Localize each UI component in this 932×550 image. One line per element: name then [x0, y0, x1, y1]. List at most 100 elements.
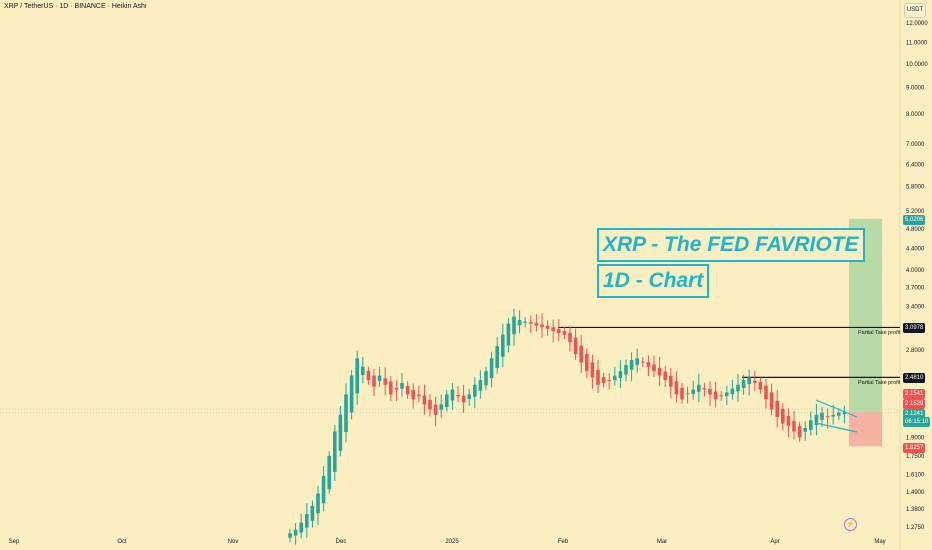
y-tick-label: 11.0000: [906, 41, 928, 47]
x-tick-label: Feb: [558, 539, 569, 545]
x-tick-label: 2025: [445, 539, 459, 545]
candle-body: [310, 505, 315, 521]
candle-body: [697, 384, 701, 392]
tp1-price-tag: 3.0978: [903, 323, 926, 333]
wedge-lower-line: [815, 422, 858, 433]
candle-body: [652, 364, 656, 372]
candle-body: [579, 345, 583, 363]
y-tick-label: 9.0000: [906, 86, 925, 92]
candle-body: [439, 404, 443, 410]
target-price-tag: 5.0206: [903, 215, 926, 225]
candle-body: [702, 388, 707, 390]
candle-body: [786, 416, 791, 426]
candle-body: [792, 420, 796, 432]
y-tick-label: 12.0000: [906, 21, 928, 27]
candle-body: [613, 375, 617, 381]
candle-body: [685, 393, 690, 395]
y-tick-label: 4.8000: [906, 227, 925, 233]
stop-price-tag: 1.8257: [903, 443, 926, 453]
candle-body: [417, 394, 421, 397]
candle-body: [730, 388, 735, 395]
candle-body: [753, 380, 757, 383]
symbol-title[interactable]: XRP / TetherUS · 1D · BINANCE · Heikin A…: [4, 3, 147, 10]
candle-body: [562, 331, 567, 335]
tp2-label: Partial Take profit: [858, 380, 901, 386]
candle-body: [495, 346, 499, 369]
red-mid-tag: 2.1529: [903, 399, 926, 409]
candle-body: [411, 390, 415, 400]
candle-body: [523, 321, 527, 323]
title-annotation[interactable]: XRP - The FED FAVRIOTE: [597, 228, 865, 262]
current-price-tag: 2.1241: [903, 409, 926, 419]
candle-body: [394, 387, 399, 390]
y-tick-label: 8.0000: [906, 112, 925, 118]
candle-body: [288, 533, 292, 538]
subtitle-annotation[interactable]: 1D - Chart: [597, 264, 710, 298]
candle-body: [573, 337, 578, 355]
candle-body: [293, 529, 298, 536]
candle-body: [669, 375, 673, 387]
candle-body: [450, 389, 455, 401]
candle-body: [361, 366, 365, 376]
candle-body: [349, 375, 354, 413]
candle-body: [781, 408, 785, 424]
candle-body: [607, 380, 611, 382]
candle-body: [473, 384, 477, 397]
candle-body: [383, 378, 387, 385]
candle-body: [691, 389, 695, 394]
candle-body: [747, 377, 751, 385]
tp2-price-tag: 2.4810: [903, 373, 926, 383]
red-high-tag: 2.1541: [903, 389, 926, 399]
y-tick-label: 1.9000: [906, 435, 925, 441]
candle-body: [624, 365, 628, 375]
candle-body: [316, 493, 320, 514]
candle-body: [775, 400, 779, 417]
candle-body: [389, 381, 393, 395]
candle-body: [657, 367, 662, 376]
current-timer-tag: 06:15:10: [903, 417, 931, 427]
candle-body: [512, 316, 516, 335]
candle-body: [467, 394, 471, 399]
bolt-icon[interactable]: ⚡: [844, 518, 857, 531]
y-tick-label: 1.6100: [906, 473, 925, 479]
candle-body: [568, 332, 572, 343]
x-tick-label: Oct: [117, 539, 127, 545]
candle-body: [825, 416, 830, 418]
y-tick-label: 7.0000: [906, 142, 925, 148]
candle-body: [400, 382, 404, 389]
candle-body: [618, 371, 623, 378]
candle-body: [433, 404, 438, 415]
candle-body: [478, 380, 483, 391]
candle-body: [719, 395, 723, 397]
y-tick-label: 4.0000: [906, 268, 925, 274]
candle-body: [540, 324, 544, 328]
candle-body: [758, 381, 763, 390]
candle-body: [551, 327, 555, 331]
candle-body: [803, 428, 807, 432]
candle-body: [646, 362, 651, 367]
y-tick-label: 3.7000: [906, 285, 925, 291]
candle-body: [545, 325, 550, 329]
currency-selector[interactable]: USDT: [904, 3, 926, 18]
y-tick-label: 1.3800: [906, 507, 925, 513]
candle-body: [601, 377, 606, 383]
candle-body: [333, 431, 337, 472]
x-tick-label: Nov: [228, 539, 239, 545]
candle-body: [529, 322, 533, 324]
candle-body: [674, 381, 679, 395]
candle-body: [629, 360, 634, 370]
candle-body: [590, 362, 595, 378]
y-tick-label: 5.2000: [906, 209, 925, 215]
candle-body: [299, 522, 303, 533]
candle-body: [501, 334, 505, 357]
tp1-label: Partial Take profit: [858, 330, 901, 336]
candle-body: [809, 420, 813, 430]
candle-body: [641, 361, 645, 363]
candle-body: [814, 414, 819, 425]
candle-body: [405, 385, 410, 395]
candle-body: [769, 392, 774, 410]
y-tick-label: 1.4900: [906, 490, 925, 496]
candle-body: [327, 455, 331, 490]
y-tick-label: 10.0000: [906, 62, 928, 68]
